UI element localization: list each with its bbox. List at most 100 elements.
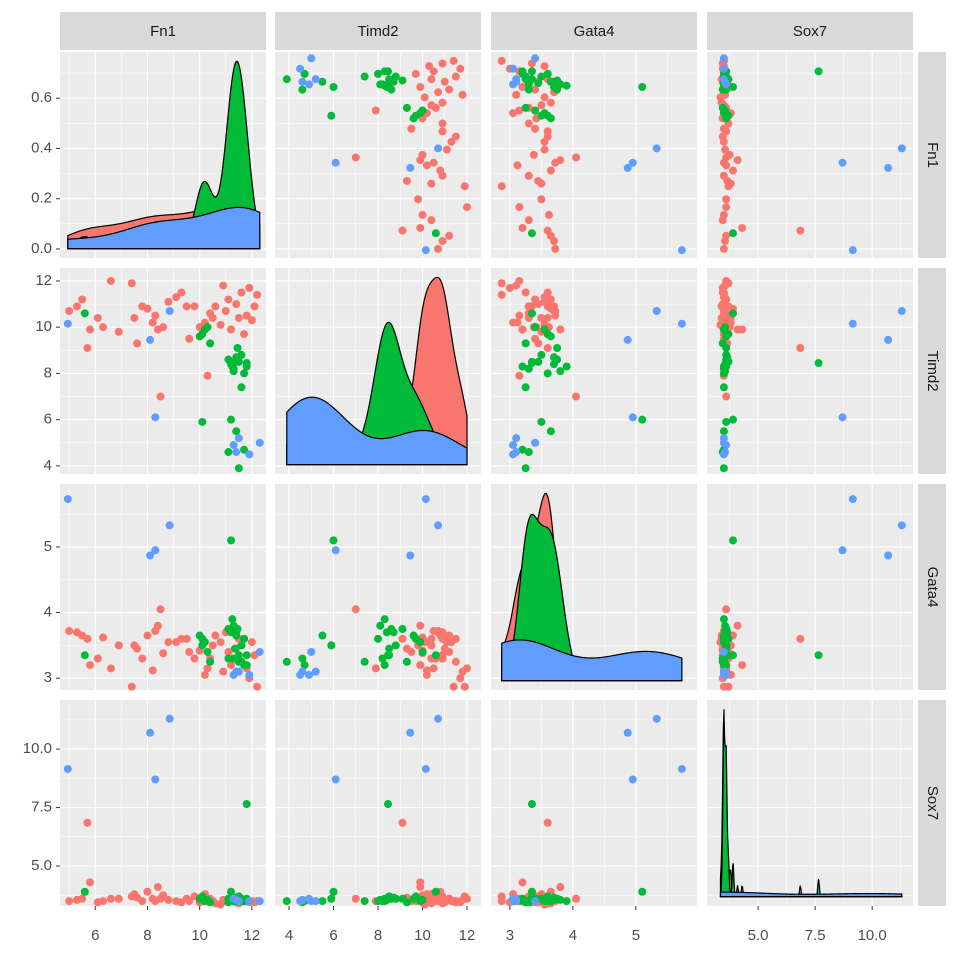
point — [546, 166, 555, 175]
point — [721, 448, 730, 457]
point — [138, 654, 147, 663]
point — [143, 887, 152, 896]
point — [512, 448, 521, 457]
point — [497, 182, 506, 191]
point — [434, 521, 443, 530]
point — [114, 894, 123, 903]
point — [182, 634, 191, 643]
point — [371, 106, 380, 115]
point — [543, 127, 552, 136]
panel — [60, 700, 266, 906]
x-tick-label: 12 — [244, 927, 261, 944]
point — [553, 894, 562, 903]
point — [546, 897, 555, 906]
point — [416, 638, 425, 647]
y-tick-label: 0.0 — [31, 240, 52, 257]
point — [351, 605, 360, 614]
point — [513, 161, 522, 170]
point — [551, 311, 560, 320]
point — [327, 641, 336, 650]
point — [515, 106, 524, 115]
point — [232, 300, 241, 309]
point — [521, 339, 530, 348]
point — [884, 163, 893, 172]
point — [385, 79, 394, 88]
y-tick-label: 3 — [44, 669, 52, 686]
point — [427, 179, 436, 188]
point — [719, 682, 728, 691]
point — [416, 621, 425, 630]
point — [232, 895, 241, 904]
point — [537, 72, 546, 81]
point — [543, 226, 552, 235]
point — [282, 897, 291, 906]
point — [234, 464, 243, 473]
panel — [491, 268, 697, 474]
point — [531, 897, 540, 906]
point — [384, 67, 393, 76]
x-tick-label: 6 — [329, 927, 337, 944]
point — [719, 210, 728, 219]
point — [556, 883, 565, 892]
point — [515, 311, 524, 320]
point — [106, 894, 115, 903]
point — [677, 246, 686, 255]
point — [445, 631, 454, 640]
point — [146, 551, 155, 560]
point — [385, 644, 394, 653]
point — [518, 69, 527, 78]
point — [72, 302, 81, 311]
point — [143, 304, 152, 313]
point — [203, 647, 212, 656]
point — [247, 638, 256, 647]
point — [165, 307, 174, 316]
point — [418, 106, 427, 115]
point — [233, 343, 242, 352]
point — [143, 631, 152, 640]
point — [232, 448, 241, 457]
panel — [707, 268, 913, 474]
point — [540, 316, 549, 325]
point — [512, 281, 521, 290]
point — [518, 445, 527, 454]
point — [719, 171, 728, 180]
point — [86, 325, 95, 334]
point — [63, 495, 72, 504]
point — [848, 319, 857, 328]
point — [718, 302, 727, 311]
point — [86, 878, 95, 887]
point — [159, 323, 168, 332]
point — [540, 62, 549, 71]
point — [211, 302, 220, 311]
point — [518, 325, 527, 334]
point — [331, 775, 340, 784]
point — [546, 98, 555, 107]
point — [521, 103, 530, 112]
point — [729, 309, 738, 318]
point — [722, 231, 731, 240]
point — [458, 895, 467, 904]
point — [391, 894, 400, 903]
strip — [918, 484, 946, 690]
point — [572, 894, 581, 903]
point — [421, 764, 430, 773]
point — [255, 897, 264, 906]
density-curve — [501, 639, 683, 682]
point — [391, 72, 400, 81]
x-tick-label: 8 — [374, 927, 382, 944]
point — [521, 464, 530, 473]
point — [445, 85, 454, 94]
point — [509, 64, 518, 73]
point — [677, 319, 686, 328]
point — [562, 81, 571, 90]
point — [245, 670, 254, 679]
point — [416, 223, 425, 232]
point — [153, 883, 162, 892]
point — [374, 69, 382, 78]
point — [245, 450, 254, 459]
point — [382, 628, 391, 637]
point — [449, 897, 458, 906]
point — [553, 76, 562, 85]
point — [133, 644, 142, 653]
point — [524, 216, 533, 225]
